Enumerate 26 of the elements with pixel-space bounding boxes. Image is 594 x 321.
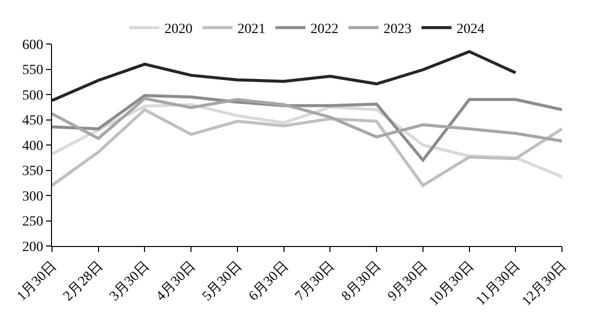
- line-series: [52, 108, 562, 187]
- y-tick-label: 300: [22, 189, 44, 204]
- y-tick-label: 400: [22, 138, 44, 154]
- legend-label: 2020: [164, 22, 192, 38]
- legend-label: 2022: [310, 22, 338, 38]
- x-tick-label: 5月30日: [200, 258, 246, 304]
- legend-label: 2023: [384, 22, 412, 38]
- y-tick-label: 450: [22, 114, 44, 129]
- x-tick-label: 7月30日: [292, 258, 338, 304]
- x-tick-label: 2月28日: [60, 258, 106, 304]
- x-tick-label: 1月30日: [14, 258, 60, 304]
- line-series: [52, 94, 562, 162]
- y-tick-label: 550: [22, 63, 44, 78]
- x-tick-label: 3月30日: [107, 258, 153, 304]
- legend-label: 2021: [238, 22, 266, 38]
- y-tick-label: 250: [22, 214, 44, 230]
- y-tick-label: 350: [22, 164, 44, 180]
- x-tick-label: 6月30日: [246, 258, 292, 304]
- y-tick-label: 200: [22, 240, 44, 255]
- y-tick-label: 500: [22, 88, 44, 104]
- line-series: [52, 97, 562, 142]
- y-tick-label: 600: [22, 38, 44, 53]
- x-tick-label: 4月30日: [154, 258, 199, 304]
- x-tick-label: 8月30日: [339, 258, 384, 304]
- legend-label: 2024: [456, 22, 484, 38]
- line-series: [52, 50, 518, 102]
